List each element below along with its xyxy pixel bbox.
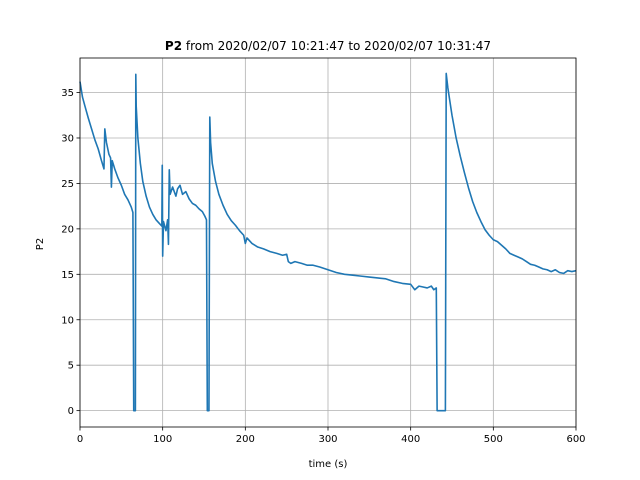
y-tick-label: 15 <box>61 270 74 281</box>
y-tick-label: 10 <box>61 315 74 326</box>
y-tick-label: 25 <box>61 179 74 190</box>
x-tick-label: 600 <box>566 434 585 445</box>
y-tick-label: 35 <box>61 88 74 99</box>
chart-title: P2 from 2020/02/07 10:21:47 to 2020/02/0… <box>165 39 491 53</box>
x-tick-label: 200 <box>236 434 255 445</box>
x-tick-label: 0 <box>77 434 83 445</box>
x-tick-label: 100 <box>153 434 172 445</box>
chart-title-rest: from 2020/02/07 10:21:47 to 2020/02/07 1… <box>182 39 491 53</box>
y-tick-label: 20 <box>61 224 74 235</box>
y-axis-label: P2 <box>35 238 46 250</box>
x-axis-label: time (s) <box>309 459 348 470</box>
x-tick-label: 400 <box>401 434 420 445</box>
y-tick-label: 30 <box>61 133 74 144</box>
y-axis-ticks: 0 5 10 15 20 25 30 35 <box>61 88 80 417</box>
series-line <box>79 72 577 412</box>
series-group <box>79 72 577 412</box>
y-tick-label: 0 <box>68 406 74 417</box>
x-axis-ticks: 0 100 200 300 400 500 600 <box>77 427 586 445</box>
chart-title-bold: P2 <box>165 39 182 53</box>
y-tick-label: 5 <box>68 361 74 372</box>
x-tick-label: 500 <box>484 434 503 445</box>
x-tick-label: 300 <box>318 434 337 445</box>
